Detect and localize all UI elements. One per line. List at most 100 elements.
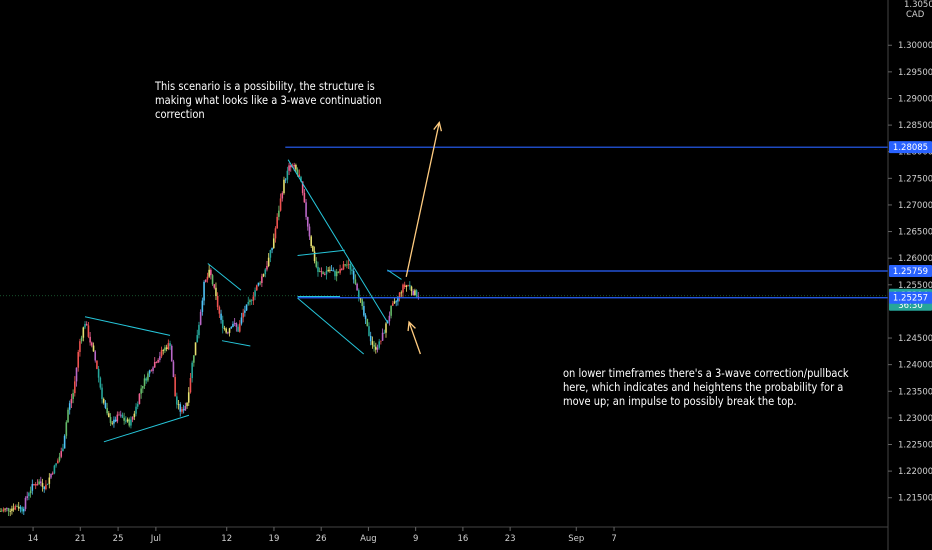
time-axis[interactable]: 14 21 25 Jul 12 19 26 Aug 9 16 23 Sep 7 bbox=[0, 526, 888, 544]
candle-body bbox=[109, 417, 112, 423]
candle-body bbox=[97, 368, 100, 378]
x-tick-label: Jul bbox=[150, 534, 161, 544]
arrow-head bbox=[407, 320, 416, 332]
candle-body bbox=[374, 346, 377, 350]
candle-body bbox=[347, 263, 350, 265]
projection-arrows bbox=[405, 120, 443, 355]
trend-line bbox=[297, 297, 365, 355]
candle-body bbox=[147, 373, 149, 381]
x-tick-label: 7 bbox=[611, 534, 616, 544]
candle-body bbox=[19, 507, 22, 509]
candle-body bbox=[198, 324, 200, 336]
trend-line bbox=[287, 159, 388, 323]
y-tick-label: 1.24000 bbox=[898, 361, 932, 371]
candle-body bbox=[284, 179, 287, 181]
candle-body bbox=[174, 377, 176, 397]
candle-body bbox=[75, 367, 78, 382]
candle-body bbox=[298, 174, 301, 177]
horizontal-levels bbox=[285, 146, 888, 299]
candle-body bbox=[196, 335, 199, 343]
candle-body bbox=[125, 420, 127, 422]
candle-body bbox=[11, 508, 13, 512]
candle-body bbox=[293, 164, 295, 167]
candle-body bbox=[108, 413, 110, 418]
candle-body bbox=[152, 367, 154, 371]
candle-body bbox=[181, 409, 183, 412]
candle-body bbox=[179, 404, 182, 412]
candle-body bbox=[223, 328, 226, 329]
candlestick-series bbox=[0, 162, 420, 517]
y-tick-label: 1.22000 bbox=[898, 467, 932, 477]
candle-body bbox=[228, 328, 231, 333]
candle-body bbox=[242, 312, 244, 318]
candle-body bbox=[51, 473, 54, 475]
candle-body bbox=[388, 315, 391, 322]
y-tick-label: 1.29500 bbox=[898, 68, 932, 78]
candle-body bbox=[0, 510, 3, 512]
candle-body bbox=[317, 266, 319, 272]
candle-body bbox=[119, 414, 122, 416]
candle-body bbox=[199, 311, 202, 325]
y-tick-label: 1.26500 bbox=[898, 228, 932, 238]
candle-body bbox=[391, 303, 394, 306]
candle-body bbox=[220, 313, 222, 320]
candle-body bbox=[255, 285, 258, 291]
candle-body bbox=[351, 269, 353, 271]
y-tick-label: 1.27000 bbox=[898, 201, 932, 211]
candle-body bbox=[204, 279, 207, 282]
candle-body bbox=[123, 417, 125, 421]
candle-body bbox=[274, 228, 277, 239]
candle-body bbox=[177, 404, 180, 406]
candle-body bbox=[38, 481, 40, 485]
candle-body bbox=[84, 323, 86, 328]
candle-body bbox=[135, 406, 137, 414]
candle-body bbox=[113, 419, 115, 424]
candle-body bbox=[349, 263, 352, 270]
candle-body bbox=[9, 510, 12, 512]
price-badge bbox=[889, 291, 932, 304]
x-tick-label: 14 bbox=[28, 534, 39, 544]
candle-body bbox=[36, 484, 39, 486]
candle-body bbox=[346, 264, 348, 266]
candle-body bbox=[262, 274, 265, 277]
candle-body bbox=[405, 285, 408, 288]
candle-body bbox=[150, 370, 153, 372]
candle-body bbox=[65, 422, 68, 436]
candle-body bbox=[213, 284, 216, 288]
candle-body bbox=[269, 250, 272, 258]
candle-body bbox=[26, 496, 29, 499]
candle-body bbox=[138, 393, 141, 405]
countdown-label: 36:30 bbox=[898, 301, 923, 311]
candle-body bbox=[318, 271, 321, 273]
candle-body bbox=[91, 342, 93, 346]
candle-body bbox=[342, 264, 345, 270]
candle-body bbox=[238, 323, 241, 332]
price-badge-label: 1.25257 bbox=[893, 294, 928, 304]
candle-body bbox=[80, 337, 83, 342]
candle-body bbox=[111, 422, 114, 424]
candle-body bbox=[289, 165, 292, 168]
candle-body bbox=[182, 409, 185, 411]
candle-body bbox=[400, 292, 403, 294]
pointer-arrow bbox=[408, 321, 421, 355]
currency-label: CAD bbox=[906, 10, 925, 20]
price-badge bbox=[889, 265, 932, 278]
candle-body bbox=[310, 236, 312, 247]
y-tick-label: 1.30000 bbox=[898, 41, 932, 51]
candle-body bbox=[169, 343, 171, 346]
candle-body bbox=[99, 377, 102, 388]
candle-body bbox=[210, 269, 212, 276]
candle-body bbox=[155, 362, 158, 363]
candle-body bbox=[252, 296, 255, 301]
candle-body bbox=[164, 347, 166, 351]
candle-body bbox=[272, 238, 275, 249]
x-tick-label: 21 bbox=[75, 534, 86, 544]
currency-value: 1.30500 bbox=[904, 0, 932, 10]
candle-body bbox=[249, 300, 251, 302]
candle-body bbox=[157, 359, 159, 363]
candle-body bbox=[130, 419, 132, 426]
candle-body bbox=[301, 181, 304, 193]
candle-body bbox=[21, 507, 23, 512]
projection-arrow bbox=[405, 122, 440, 277]
